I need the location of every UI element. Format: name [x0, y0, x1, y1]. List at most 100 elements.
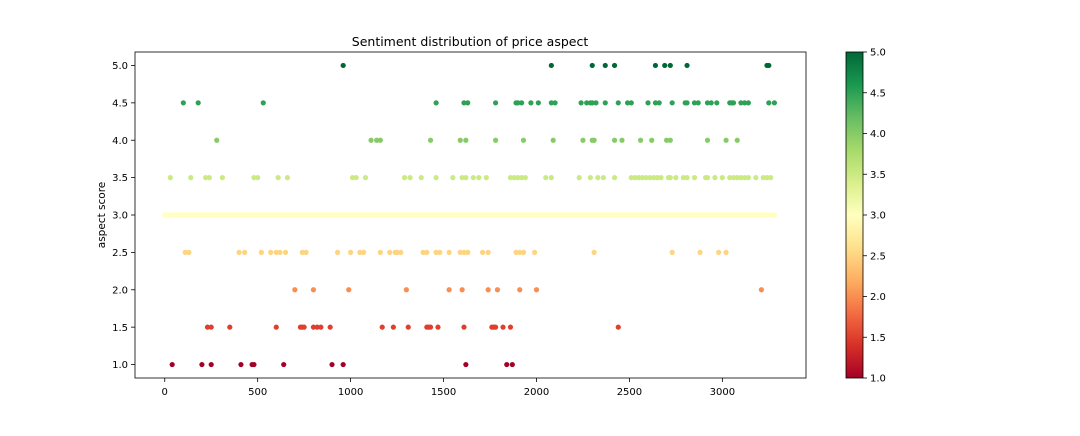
data-point — [494, 287, 501, 293]
data-point — [764, 175, 770, 181]
data-point — [669, 100, 675, 106]
data-point — [327, 324, 333, 330]
data-point — [398, 249, 404, 255]
data-point — [636, 175, 642, 181]
data-point — [760, 175, 766, 181]
data-point — [650, 175, 657, 181]
data-point — [349, 175, 356, 181]
data-point — [758, 287, 764, 293]
data-point — [704, 175, 711, 181]
data-point — [753, 175, 759, 181]
data-point — [407, 175, 413, 181]
data-point — [374, 137, 380, 143]
data-point — [214, 137, 220, 143]
data-point — [470, 175, 476, 181]
data-point — [206, 175, 212, 181]
data-point — [611, 137, 618, 143]
data-point — [548, 62, 554, 69]
data-point — [255, 175, 261, 181]
data-point — [314, 324, 320, 330]
data-point — [368, 137, 374, 143]
y-tick-label: 1.5 — [112, 323, 128, 334]
data-point — [418, 175, 424, 181]
data-point — [584, 100, 590, 106]
y-tick-label: 2.5 — [112, 248, 128, 259]
data-point — [394, 249, 400, 255]
data-point — [492, 100, 499, 106]
data-point — [667, 175, 673, 181]
data-point — [188, 175, 194, 181]
data-point — [602, 62, 608, 69]
y-axis-ticks: 1.0 1.5 2.0 2.5 3.0 3.5 4.0 4.5 5.0 — [112, 61, 135, 371]
data-point — [697, 249, 703, 255]
colorbar-tick-label: 1.0 — [870, 374, 886, 385]
data-point — [450, 175, 456, 181]
data-point — [492, 324, 499, 330]
data-point — [387, 249, 393, 255]
data-point — [520, 249, 527, 255]
data-point — [461, 100, 467, 106]
data-point — [727, 175, 733, 181]
data-point — [348, 249, 354, 255]
data-point — [483, 175, 489, 181]
data-point — [463, 137, 469, 143]
data-point — [691, 175, 698, 181]
data-point — [580, 137, 586, 143]
data-point — [745, 100, 751, 106]
axes-frame — [134, 51, 807, 379]
data-point — [771, 212, 778, 218]
colorbar-tick-label: 1.5 — [870, 333, 886, 344]
chart-title: Sentiment distribution of price aspect — [352, 34, 589, 49]
data-point — [353, 175, 359, 181]
data-point — [667, 62, 673, 69]
data-point — [318, 324, 324, 330]
data-point — [680, 175, 686, 181]
data-point — [277, 249, 283, 255]
data-point — [742, 175, 748, 181]
data-point — [684, 175, 690, 181]
data-point — [714, 100, 720, 106]
data-point — [437, 249, 443, 255]
data-point — [424, 249, 430, 255]
data-point — [208, 324, 214, 330]
data-point — [548, 175, 554, 181]
x-tick-label: 0 — [162, 387, 168, 398]
data-point — [357, 249, 363, 255]
data-point — [615, 324, 621, 330]
data-point — [522, 175, 528, 181]
data-point — [684, 100, 690, 106]
data-point — [329, 361, 335, 368]
data-point — [227, 324, 233, 330]
data-point — [587, 175, 593, 181]
x-tick-label: 3000 — [710, 387, 735, 398]
data-point — [504, 361, 510, 368]
data-point — [667, 137, 673, 143]
data-point — [708, 100, 714, 106]
colorbar-tick-label: 5.0 — [870, 48, 886, 59]
data-point — [401, 175, 408, 181]
data-point — [509, 361, 515, 368]
data-point — [602, 100, 608, 106]
data-point — [639, 175, 646, 181]
data-point — [242, 249, 248, 255]
data-point — [517, 249, 523, 255]
y-tick-label: 4.0 — [112, 136, 128, 147]
data-point — [199, 361, 205, 368]
data-point — [663, 137, 670, 143]
data-point — [742, 100, 748, 106]
data-point — [340, 62, 346, 69]
data-point — [238, 361, 244, 368]
data-point — [533, 287, 540, 293]
data-point — [513, 249, 519, 255]
data-point — [258, 249, 264, 255]
data-point — [461, 249, 467, 255]
data-point — [658, 175, 664, 181]
data-point — [669, 249, 675, 255]
data-point — [465, 249, 471, 255]
y-tick-label: 3.0 — [112, 211, 128, 222]
data-point — [340, 361, 346, 368]
data-point — [628, 100, 634, 106]
data-point — [593, 100, 599, 106]
data-point — [219, 175, 225, 181]
